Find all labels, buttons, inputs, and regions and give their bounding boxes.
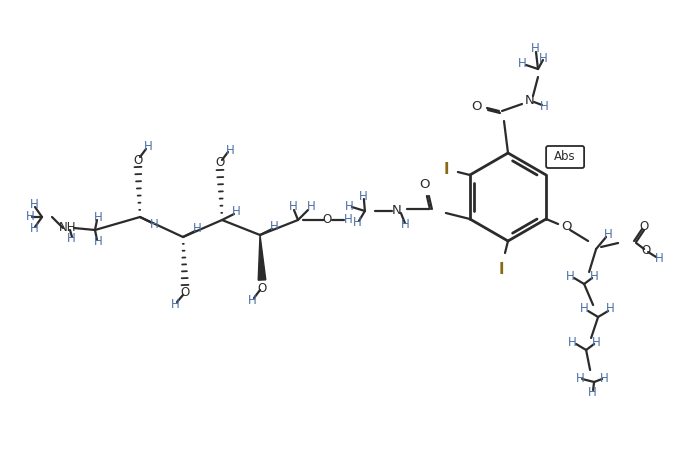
Text: H: H — [144, 140, 153, 153]
Text: O: O — [258, 281, 266, 294]
Text: H: H — [94, 212, 102, 225]
Text: H: H — [600, 372, 608, 385]
Text: Abs: Abs — [555, 150, 576, 162]
Text: O: O — [134, 153, 142, 166]
Text: H: H — [270, 220, 279, 233]
Text: H: H — [94, 235, 102, 248]
Text: H: H — [353, 217, 361, 230]
Text: O: O — [639, 220, 649, 233]
Text: H: H — [592, 336, 601, 348]
Text: H: H — [540, 100, 549, 113]
Text: H: H — [567, 336, 576, 348]
Polygon shape — [258, 235, 266, 280]
Text: H: H — [588, 385, 597, 399]
Text: H: H — [247, 293, 256, 306]
Text: H: H — [565, 270, 574, 283]
Text: I: I — [498, 261, 504, 277]
Text: H: H — [531, 42, 540, 55]
Text: NH: NH — [59, 221, 77, 234]
Text: H: H — [226, 144, 235, 157]
Text: H: H — [655, 252, 664, 266]
Text: O: O — [641, 245, 651, 258]
Text: H: H — [538, 53, 547, 66]
Text: O: O — [216, 157, 224, 170]
Text: H: H — [517, 58, 526, 71]
Text: N: N — [392, 205, 402, 218]
Text: H: H — [603, 228, 612, 241]
Text: H: H — [193, 222, 201, 235]
Text: H: H — [289, 200, 298, 213]
Text: H: H — [26, 211, 35, 224]
Text: H: H — [30, 222, 39, 235]
FancyBboxPatch shape — [546, 146, 584, 168]
Text: O: O — [420, 178, 430, 191]
Text: H: H — [401, 219, 410, 232]
Text: H: H — [344, 213, 353, 226]
Text: H: H — [150, 219, 159, 232]
Text: H: H — [580, 303, 589, 315]
Text: H: H — [576, 372, 584, 385]
Text: N: N — [525, 94, 535, 107]
Text: H: H — [605, 303, 614, 315]
Text: O: O — [471, 100, 481, 113]
Text: O: O — [561, 220, 572, 233]
Text: H: H — [590, 270, 599, 283]
Text: O: O — [322, 213, 332, 226]
Text: H: H — [232, 206, 241, 219]
Text: H: H — [359, 191, 367, 204]
Text: H: H — [30, 199, 39, 212]
Text: H: H — [66, 232, 75, 246]
Text: H: H — [306, 200, 315, 213]
Text: H: H — [171, 299, 180, 312]
Text: I: I — [443, 162, 449, 178]
Text: O: O — [180, 286, 190, 299]
Text: H: H — [344, 199, 353, 213]
